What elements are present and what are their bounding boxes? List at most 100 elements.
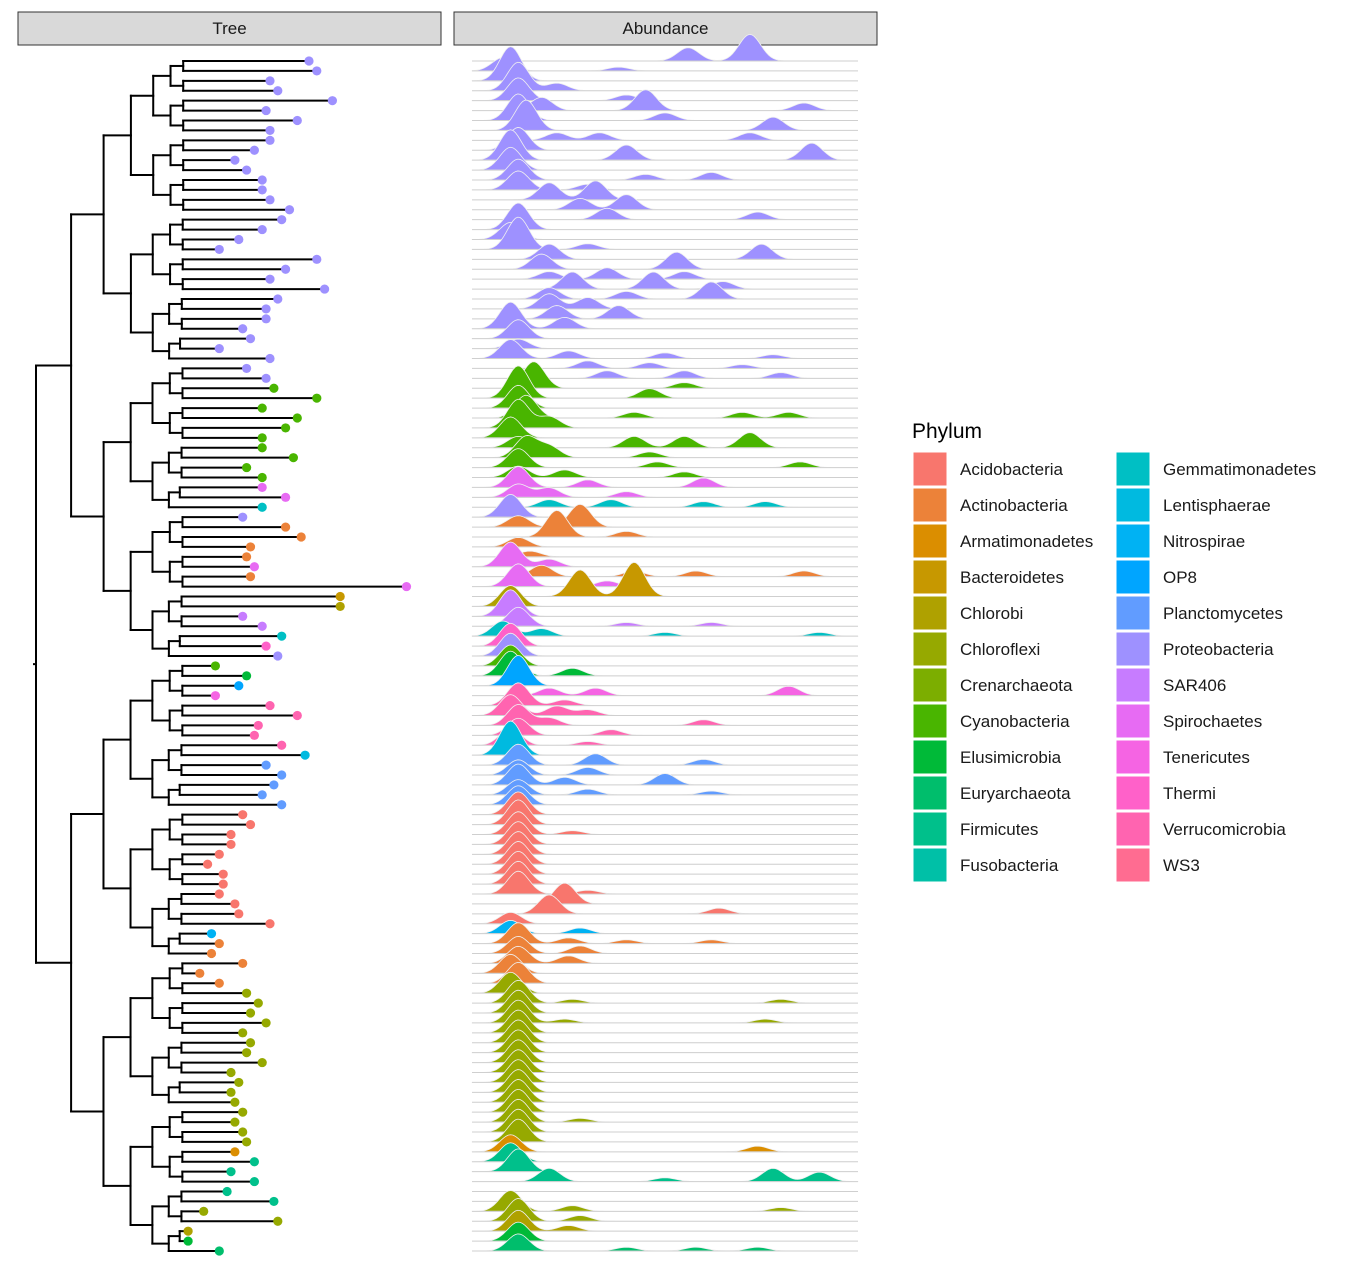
tree-tip-point: [214, 849, 224, 859]
tree-tip-point: [238, 1107, 248, 1117]
tree-tip-point: [183, 1236, 193, 1246]
legend-key: [912, 703, 948, 739]
tree-tip-point: [230, 1147, 240, 1157]
tree-tip-point: [203, 859, 213, 869]
tree-tip-point: [265, 353, 275, 364]
tree-tip-point: [312, 66, 322, 76]
tree-tip-point: [214, 889, 224, 899]
legend-label: Proteobacteria: [1163, 640, 1274, 659]
legend-label: Chloroflexi: [960, 640, 1040, 659]
tree-tip-point: [230, 1117, 240, 1127]
tree-strip: [17, 11, 442, 46]
legend-key: [1115, 847, 1151, 883]
tree-tip-point: [257, 790, 267, 800]
tree-tip-point: [183, 1226, 193, 1236]
tree-tip-point: [281, 522, 291, 532]
legend-label: Euryarchaeota: [960, 784, 1071, 803]
tree-tip-point: [249, 1176, 259, 1187]
tree-tip-point: [249, 1157, 259, 1167]
tree-tip-point: [238, 1028, 248, 1038]
tree-tip-point: [273, 86, 283, 96]
legend-label: Crenarchaeota: [960, 676, 1073, 695]
legend-label: SAR406: [1163, 676, 1226, 695]
tree-tip-point: [226, 829, 236, 840]
legend-key: [912, 775, 948, 811]
tree-tip-point: [273, 294, 283, 304]
legend-key: [912, 739, 948, 775]
legend-key: [1115, 631, 1151, 667]
legend-label: Bacteroidetes: [960, 568, 1064, 587]
tree-tip-point: [304, 56, 314, 66]
tree-tip-point: [265, 919, 275, 929]
tree-tip-point: [226, 1067, 236, 1078]
legend-label: Nitrospirae: [1163, 532, 1245, 551]
tree-tip-point: [277, 800, 287, 810]
tree-tip-point: [253, 998, 263, 1008]
tree-tip-point: [242, 552, 252, 562]
legend-key: [1115, 703, 1151, 739]
tree-tip-point: [257, 482, 267, 493]
tree-tip-point: [257, 621, 267, 631]
legend-key: [912, 631, 948, 667]
tree-tip-point: [277, 740, 287, 750]
legend-label: Spirochaetes: [1163, 712, 1262, 731]
tree-tip-point: [265, 274, 275, 284]
tree-tip-point: [218, 869, 228, 879]
tree-tip-point: [242, 1137, 252, 1147]
legend-label: Armatimonadetes: [960, 532, 1093, 551]
tree-tip-point: [312, 254, 322, 264]
tree-tip-point: [277, 215, 287, 225]
tree-tip-point: [300, 750, 310, 760]
tree-tip-point: [242, 1048, 252, 1058]
tree-tip-point: [277, 770, 287, 780]
tree-tip-point: [214, 343, 224, 354]
tree-tip-point: [242, 165, 252, 175]
legend-items: Acidobacteria Actinobacteria Armatimonadet…: [912, 451, 1316, 883]
tree-tip-point: [242, 988, 252, 998]
legend-key: [912, 559, 948, 595]
tree-tip-point: [249, 562, 259, 572]
legend-key: [1115, 739, 1151, 775]
legend-key: [912, 595, 948, 631]
tree-tip-point: [265, 125, 275, 136]
tree-tip-point: [214, 244, 224, 255]
tree-tip-point: [238, 1127, 248, 1137]
tree-tip-point: [327, 96, 337, 106]
legend-key: [1115, 595, 1151, 631]
legend-key: [1115, 487, 1151, 523]
phylum-legend: Phylum Acidobacteria Actinobacteria Armati…: [912, 420, 1316, 883]
tree-tip-point: [335, 591, 345, 602]
abundance-ridge: [471, 654, 858, 687]
tree-tip-point: [238, 324, 248, 334]
legend-label: OP8: [1163, 568, 1197, 587]
tree-tip-point: [245, 1038, 256, 1048]
tree-tip-point: [230, 155, 240, 165]
abundance-ridge: [471, 158, 858, 181]
tree-tip-point: [214, 1246, 224, 1256]
abundance-panel: Abundance: [453, 11, 878, 1252]
tree-tip-point: [257, 433, 267, 443]
tree-tip-point: [230, 1097, 240, 1107]
tree-tip-point: [230, 899, 240, 909]
tree-tip-point: [218, 879, 228, 889]
tree-tip-point: [335, 601, 345, 612]
tree-tip-point: [277, 631, 287, 641]
legend-key: [912, 667, 948, 703]
tree-tip-point: [245, 1008, 256, 1018]
tree-tip-point: [257, 472, 267, 483]
tree-tip-point: [253, 720, 263, 731]
tree-tip-point: [292, 115, 302, 126]
tree-tip-point: [234, 681, 244, 691]
tree-tip-point: [226, 1087, 236, 1097]
legend-label: Firmicutes: [960, 820, 1038, 839]
tree-tip-point: [238, 810, 248, 820]
tree-tip-point: [257, 1057, 267, 1068]
tree-tip-point: [195, 968, 205, 978]
legend-label: Thermi: [1163, 784, 1216, 803]
abundance-ridge: [471, 61, 858, 92]
tree-tip-point: [265, 195, 275, 205]
tree-tip-point: [234, 909, 244, 919]
tree-tip-point: [245, 542, 256, 552]
tree-tip-point: [261, 641, 271, 651]
